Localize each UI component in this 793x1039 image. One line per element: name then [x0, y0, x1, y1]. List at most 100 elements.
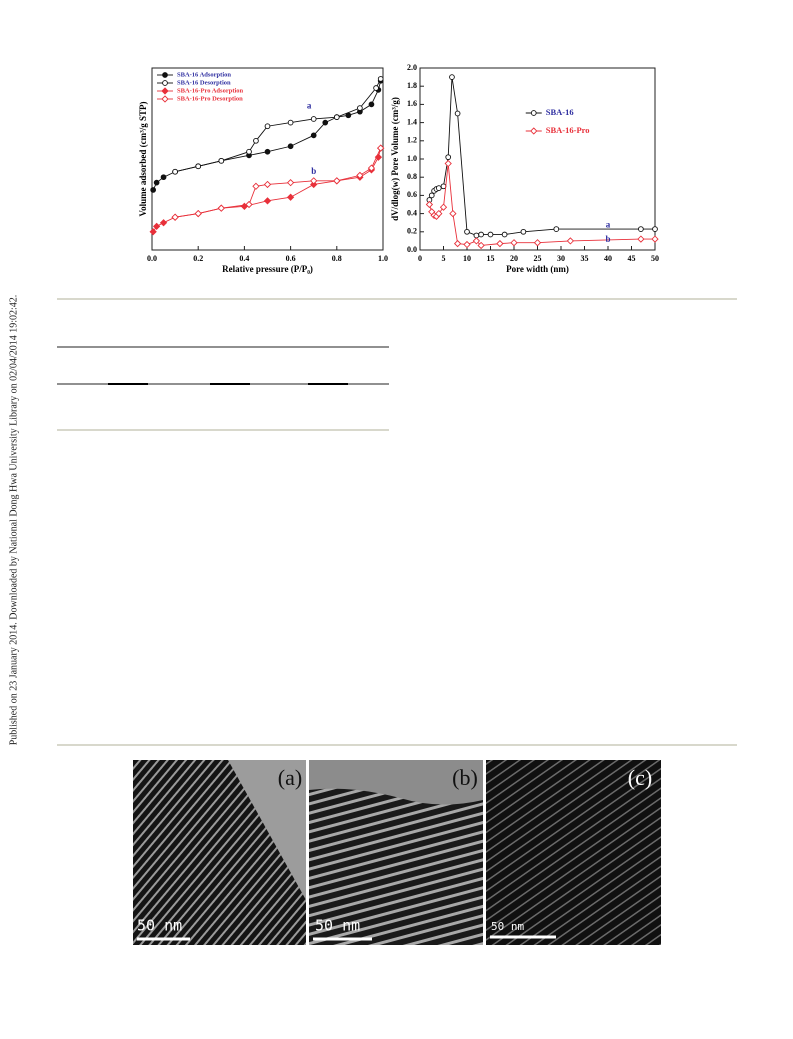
x-tick-label: 15 — [487, 254, 495, 263]
x-tick-label: 0.4 — [239, 254, 249, 263]
chart: 0.0 0.2 0.4 0.6 0.8 1.0 Relative pressure (P/P… — [138, 67, 388, 274]
data-line — [429, 77, 655, 236]
legend-label: SBA-16-Pro — [546, 125, 590, 135]
legend: SBA-16 SBA-16-Pro — [525, 107, 590, 135]
data-point — [501, 231, 508, 238]
data-point — [510, 239, 518, 247]
chart: 0 5 10 15 20 25 30 35 40 45 50 0.0 0.2 0.4 0.6 0.8 1.0 1.… — [390, 63, 659, 274]
scale-label: 50 nm — [491, 920, 524, 933]
data-point — [478, 231, 484, 238]
data-point — [652, 226, 658, 232]
data-point — [264, 123, 271, 130]
data-point — [310, 132, 317, 139]
panel-label: (c) — [628, 765, 652, 790]
y-axis-label: Volume adsorbed (cm³/g STP) — [138, 101, 148, 216]
data-point — [464, 228, 470, 235]
x-tick-label: 25 — [534, 254, 542, 263]
side-note: Published on 23 January 2014. Downloaded… — [8, 295, 19, 746]
plot-frame — [419, 67, 656, 251]
data-point — [253, 137, 259, 144]
data-point — [377, 144, 385, 152]
data-point — [263, 197, 272, 205]
y-tick-label: 1.4 — [407, 117, 417, 126]
data-point — [160, 174, 167, 181]
data-point — [286, 179, 295, 187]
data-point — [310, 116, 317, 122]
data-point — [246, 148, 252, 155]
data-point — [357, 105, 363, 111]
legend-marker — [162, 72, 168, 78]
x-axis-label: Pore width (nm) — [506, 264, 569, 274]
x-tick-label: 0.8 — [332, 254, 342, 263]
legend-marker — [162, 80, 168, 86]
legend-marker — [161, 87, 169, 95]
data-point — [194, 209, 202, 218]
data-point — [287, 119, 294, 126]
tem-panel: (b) 50 nm — [309, 760, 483, 945]
x-tick-label: 0 — [418, 254, 422, 263]
y-tick-label: 1.2 — [407, 136, 417, 145]
x-axis-label: Relative pressure (P/P₀) — [222, 264, 313, 274]
data-point — [449, 209, 457, 218]
data-point — [245, 200, 253, 209]
data-point — [651, 235, 659, 243]
data-point — [472, 237, 481, 245]
data-point — [439, 203, 448, 211]
legend-marker — [161, 95, 169, 103]
legend-label: SBA-16 Desorption — [177, 79, 231, 86]
data-point — [356, 171, 364, 180]
data-line — [175, 147, 382, 218]
data-point — [152, 222, 161, 230]
data-point — [333, 114, 340, 120]
x-tick-label: 1.0 — [378, 254, 388, 263]
data-point — [217, 204, 225, 212]
y-tick-label: 1.6 — [407, 99, 417, 108]
annotation: b — [311, 166, 316, 176]
y-tick-label: 1.8 — [407, 81, 417, 90]
y-axis-label: dV/dlog(w) Pore Volume (cm³/g) — [390, 97, 400, 221]
data-point — [310, 180, 318, 189]
data-point — [425, 200, 434, 209]
y-tick-label: 2.0 — [407, 63, 417, 72]
data-point — [445, 154, 452, 161]
data-line — [174, 78, 382, 173]
legend-label: SBA-16-Pro Adsorption — [177, 87, 244, 94]
panel-label: (b) — [452, 765, 478, 790]
y-tick-label: 0.8 — [407, 172, 417, 181]
data-point — [310, 177, 318, 185]
data-point — [195, 163, 202, 170]
data-point — [496, 239, 504, 248]
data-point — [218, 157, 225, 164]
annotation: a — [307, 100, 312, 110]
data-line — [152, 147, 382, 233]
data-point — [153, 179, 160, 186]
y-tick-label: 0.2 — [407, 227, 417, 236]
data-point — [428, 192, 435, 199]
data-point — [520, 228, 527, 235]
data-point — [454, 110, 461, 117]
x-tick-label: 30 — [557, 254, 565, 263]
legend-label: SBA-16-Pro Desorption — [177, 95, 243, 102]
data-point — [435, 185, 442, 191]
data-point — [287, 143, 294, 150]
x-tick-label: 45 — [628, 254, 636, 263]
x-tick-label: 5 — [442, 254, 446, 263]
scale-label: 50 nm — [315, 917, 360, 935]
y-tick-label: 1.0 — [407, 154, 417, 163]
data-point — [473, 232, 480, 239]
x-tick-label: 50 — [651, 254, 659, 263]
data-point — [322, 119, 329, 126]
annotation: b — [605, 234, 610, 244]
y-tick-label: 0.0 — [407, 245, 417, 254]
y-tick-label: 0.6 — [407, 190, 417, 199]
tem-panel: (c) 50 nm — [486, 760, 661, 945]
data-point — [149, 228, 157, 236]
data-point — [463, 240, 471, 249]
data-point — [487, 231, 494, 238]
panel-label: (a) — [278, 765, 302, 790]
data-point — [449, 74, 455, 80]
data-point — [477, 241, 485, 250]
data-point — [172, 168, 178, 175]
